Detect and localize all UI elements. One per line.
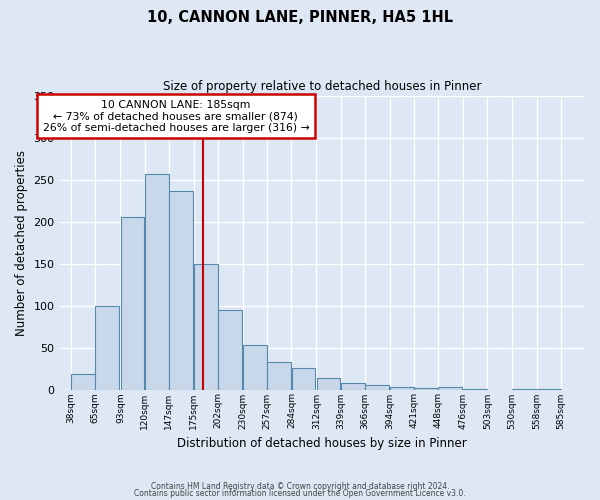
Bar <box>169 192 193 390</box>
Text: 10, CANNON LANE, PINNER, HA5 1HL: 10, CANNON LANE, PINNER, HA5 1HL <box>147 10 453 25</box>
Bar <box>145 174 169 390</box>
Bar <box>121 218 145 390</box>
Title: Size of property relative to detached houses in Pinner: Size of property relative to detached ho… <box>163 80 482 93</box>
Bar <box>317 378 340 390</box>
Bar <box>390 387 414 390</box>
Bar <box>512 388 536 390</box>
Bar <box>95 306 119 390</box>
Bar <box>537 388 560 390</box>
Bar <box>365 386 389 390</box>
Text: Contains HM Land Registry data © Crown copyright and database right 2024.: Contains HM Land Registry data © Crown c… <box>151 482 449 491</box>
X-axis label: Distribution of detached houses by size in Pinner: Distribution of detached houses by size … <box>178 437 467 450</box>
Text: Contains public sector information licensed under the Open Government Licence v3: Contains public sector information licen… <box>134 490 466 498</box>
Bar <box>292 368 316 390</box>
Bar <box>439 387 462 390</box>
Bar <box>194 264 218 390</box>
Bar <box>218 310 242 390</box>
Y-axis label: Number of detached properties: Number of detached properties <box>15 150 28 336</box>
Bar <box>414 388 438 390</box>
Bar <box>463 388 487 390</box>
Text: 10 CANNON LANE: 185sqm
← 73% of detached houses are smaller (874)
26% of semi-de: 10 CANNON LANE: 185sqm ← 73% of detached… <box>43 100 309 133</box>
Bar <box>268 362 291 390</box>
Bar <box>71 374 95 390</box>
Bar <box>341 383 365 390</box>
Bar <box>243 345 267 390</box>
